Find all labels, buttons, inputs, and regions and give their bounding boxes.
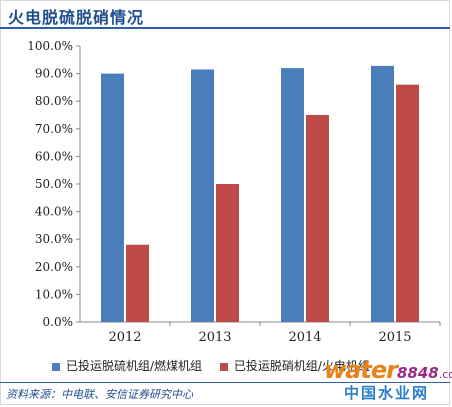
source-divider: [0, 382, 450, 383]
y-tick-label: 70.0%: [35, 122, 73, 136]
y-tick-label: 0.0%: [43, 315, 74, 329]
y-tick-label: 60.0%: [35, 149, 73, 163]
watermark-number: 8848: [396, 364, 439, 382]
watermark-word: water: [324, 356, 398, 384]
x-tick-label: 2015: [378, 330, 411, 345]
legend-item-denitrify: 已投运脱硝机组/火电机组: [219, 357, 370, 374]
bar-denitrify-2014: [306, 115, 329, 322]
chart-legend: 已投运脱硫机组/燃煤机组 已投运脱硝机组/火电机组: [52, 357, 384, 373]
y-tick-label: 50.0%: [35, 177, 73, 191]
chart-title: 火电脱硫脱硝情况: [8, 8, 145, 27]
watermark-chinese: 中国水业网: [344, 384, 430, 402]
y-tick-label: 10.0%: [35, 287, 73, 301]
x-tick-label: 2013: [198, 330, 231, 345]
watermark-domain: .com: [438, 368, 452, 381]
source-note: 资料来源：中电联、安信证券研究中心: [6, 388, 193, 401]
y-tick-label: 100.0%: [27, 39, 73, 53]
x-tick-label: 2014: [288, 330, 321, 345]
y-tick-label: 20.0%: [35, 260, 73, 274]
y-tick-label: 30.0%: [35, 232, 73, 246]
bar-denitrify-2015: [396, 84, 419, 322]
bar-desulfur-2014: [281, 68, 304, 322]
x-tick-label: 2012: [108, 330, 141, 345]
watermark-logo: water8848.com 中国水业网: [320, 356, 452, 404]
y-tick-label: 90.0%: [35, 67, 73, 81]
bar-desulfur-2013: [191, 69, 214, 323]
bar-chart: 0.0% 10.0% 20.0% 30.0% 40.0% 50.0% 60.0% 70.0% 8…: [27, 39, 441, 345]
bar-denitrify-2013: [216, 184, 239, 322]
legend-swatch-denitrify: [219, 362, 228, 371]
y-tick-label: 80.0%: [35, 94, 73, 108]
legend-swatch-desulfur: [52, 362, 60, 371]
y-tick-label: 40.0%: [35, 205, 73, 219]
legend-item-desulfur: 已投运脱硫机组/燃煤机组: [52, 357, 202, 374]
bar-denitrify-2012: [126, 244, 149, 322]
watermark-brand: water8848.com: [324, 356, 452, 384]
bar-desulfur-2012: [101, 73, 124, 322]
legend-label-denitrify: 已投运脱硝机组/火电机组: [233, 359, 370, 373]
legend-label-desulfur: 已投运脱硫机组/燃煤机组: [66, 359, 203, 373]
title-underline: [0, 27, 450, 29]
bar-desulfur-2015: [371, 65, 394, 322]
